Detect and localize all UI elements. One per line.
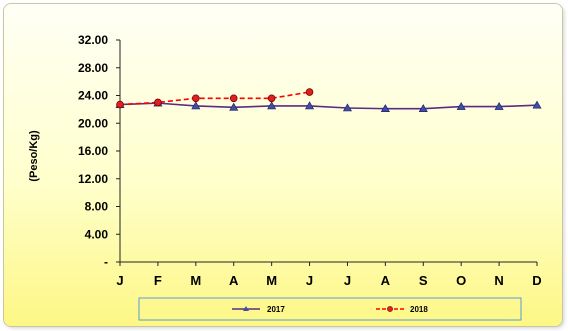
legend-swatch-marker-2018	[387, 306, 393, 312]
line-chart: (Peso/Kg) - 4.00 8.00 12.00 16.00 20.00 24.00 2…	[28, 33, 542, 321]
data-point-2018	[305, 88, 314, 96]
data-point-2017	[342, 103, 352, 112]
y-tick-label: -	[104, 255, 108, 269]
y-axis-title: (Peso/Kg)	[28, 130, 40, 182]
y-tick-label: 28.00	[78, 61, 108, 75]
data-point-2017	[418, 104, 428, 112]
data-point-2018	[192, 94, 200, 103]
data-point-2017	[267, 101, 277, 110]
x-tick-label: D	[532, 273, 541, 288]
x-tick-label: A	[381, 273, 391, 288]
data-point-2017	[305, 101, 315, 110]
series-line-2017	[119, 102, 538, 110]
x-tick-label: O	[456, 273, 466, 288]
legend-box	[138, 297, 522, 321]
legend-label-2018: 2018	[410, 305, 428, 314]
data-point-2018	[229, 94, 238, 103]
x-tick-label: J	[344, 273, 351, 288]
data-point-2017	[229, 102, 239, 111]
data-point-2017	[532, 100, 542, 109]
data-point-2017	[456, 101, 466, 110]
legend-label-2017: 2017	[267, 305, 285, 314]
y-tick-label: 16.00	[78, 144, 108, 158]
x-tick-label: J	[116, 273, 123, 288]
data-point-2017	[380, 104, 390, 112]
series-line-2018	[119, 91, 310, 106]
x-tick-label: N	[494, 273, 503, 288]
y-tick-label: 20.00	[78, 116, 108, 130]
data-point-2018	[154, 98, 162, 107]
y-tick-label: 4.00	[85, 227, 109, 241]
axes: - 4.00 8.00 12.00 16.00 20.00 24.00 28.00 32.00 J…	[78, 33, 542, 288]
data-point-2018	[116, 100, 124, 109]
legend: 2017 2018	[138, 297, 522, 321]
x-tick-label: J	[306, 273, 313, 288]
legend-swatch-marker-2017	[243, 306, 249, 311]
y-tick-label: 32.00	[78, 33, 108, 47]
data-point-2018	[267, 94, 276, 103]
chart-area: (Peso/Kg) - 4.00 8.00 12.00 16.00 20.00 24.00 2…	[4, 4, 562, 326]
y-tick-label: 12.00	[78, 172, 108, 186]
y-tick-label: 24.00	[78, 89, 108, 103]
x-tick-label: M	[190, 273, 201, 288]
series	[115, 88, 542, 112]
y-tick-label: 8.00	[85, 200, 109, 214]
x-tick-label: F	[154, 273, 162, 288]
x-tick-label: S	[419, 273, 428, 288]
data-point-2017	[191, 101, 201, 110]
x-tick-label: A	[229, 273, 239, 288]
x-tick-label: M	[266, 273, 277, 288]
data-point-2017	[494, 101, 504, 110]
